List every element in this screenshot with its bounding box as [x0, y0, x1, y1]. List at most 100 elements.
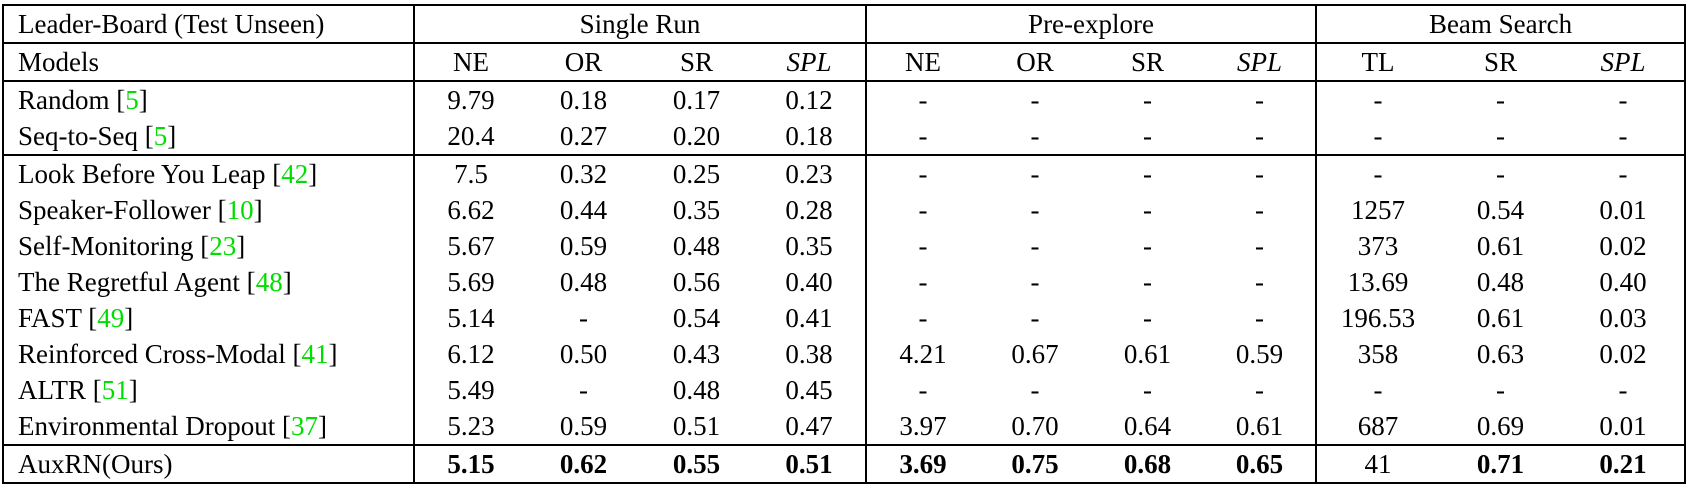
- value-cell: 0.75: [979, 444, 1092, 483]
- table-row: Environmental Dropout [37] 5.23 0.59 0.51 0.…: [3, 408, 1685, 445]
- value-cell: -: [1255, 194, 1265, 225]
- col-header-single-run-or: OR: [527, 43, 640, 82]
- value-cell: -: [1143, 120, 1153, 151]
- value-cell: 0.69: [1476, 410, 1525, 441]
- value-cell: 5.15: [413, 444, 527, 483]
- table-row: Speaker-Follower [10] 6.62 0.44 0.35 0.28 - - -…: [3, 192, 1685, 228]
- value-cell: 5.49: [413, 372, 527, 408]
- value-cell: -: [1030, 84, 1040, 115]
- value-cell: 0.64: [1123, 410, 1172, 441]
- model-cell: FAST [49]: [18, 302, 134, 333]
- value-cell: 0.02: [1599, 338, 1647, 369]
- table-header: Leader-Board (Test Unseen) Single Run Pre…: [3, 5, 1686, 82]
- value-cell: -: [1496, 120, 1506, 151]
- value-cell: 0.23: [753, 154, 867, 192]
- value-cell: 0.63: [1476, 338, 1525, 369]
- value-cell: -: [1091, 154, 1205, 192]
- model-cell: Self-Monitoring [23]: [18, 230, 246, 261]
- value-cell: 0.40: [1599, 266, 1647, 297]
- table-title: Leader-Board (Test Unseen): [3, 5, 414, 44]
- value-cell: 358: [1315, 336, 1440, 372]
- value-cell: 6.62: [413, 192, 527, 228]
- table-row: Seq-to-Seq [5] 20.4 0.27 0.20 0.18 - - - - - - -: [3, 118, 1685, 155]
- value-cell: -: [1143, 302, 1153, 333]
- citation-number: 23: [209, 230, 237, 261]
- value-cell: 0.01: [1599, 410, 1647, 441]
- value-cell: -: [1255, 84, 1265, 115]
- table-row: Random [5] 9.79 0.18 0.17 0.12 - - - - - - -: [3, 81, 1685, 118]
- value-cell: 196.53: [1315, 300, 1440, 336]
- value-cell: 0.54: [672, 302, 721, 333]
- value-cell: 5.14: [413, 300, 527, 336]
- value-cell: -: [865, 154, 980, 192]
- col-header-pre-explore-spl: SPL: [1204, 43, 1317, 82]
- value-cell: 1257: [1315, 192, 1440, 228]
- value-cell: 0.21: [1562, 444, 1686, 483]
- value-cell: 373: [1315, 228, 1440, 264]
- value-cell: 41: [1315, 444, 1440, 483]
- value-cell: 0.59: [559, 230, 608, 261]
- citation-number: 5: [153, 120, 168, 151]
- group-header-pre-explore: Pre-explore: [865, 5, 1317, 44]
- value-cell: 0.27: [559, 120, 608, 151]
- col-header-pre-explore-sr: SR: [1091, 43, 1205, 82]
- value-cell: -: [1143, 266, 1153, 297]
- value-cell: -: [1030, 266, 1040, 297]
- value-cell: 0.45: [785, 374, 833, 405]
- value-cell: -: [1315, 372, 1440, 408]
- value-cell: -: [1562, 154, 1686, 192]
- value-cell: 0.65: [1204, 444, 1317, 483]
- col-header-pre-explore-or: OR: [979, 43, 1092, 82]
- value-cell: -: [1030, 302, 1040, 333]
- table-row: FAST [49] 5.14 - 0.54 0.41 - - - - 196.53 0.61 0.03: [3, 300, 1685, 336]
- value-cell: 0.61: [1235, 410, 1284, 441]
- value-cell: -: [865, 192, 980, 228]
- value-cell: 0.61: [1476, 302, 1525, 333]
- value-cell: -: [1439, 154, 1563, 192]
- col-header-single-run-spl: SPL: [753, 43, 867, 82]
- value-cell: 0.59: [1235, 338, 1284, 369]
- value-cell: 0.71: [1439, 444, 1563, 483]
- value-cell: -: [1143, 230, 1153, 261]
- value-cell: -: [1315, 118, 1440, 155]
- value-cell: 20.4: [413, 118, 527, 155]
- col-header-beam-search-sr: SR: [1439, 43, 1563, 82]
- value-cell: 0.01: [1599, 194, 1647, 225]
- value-cell: 0.50: [559, 338, 608, 369]
- model-cell: Reinforced Cross-Modal [41]: [18, 338, 338, 369]
- value-cell: 9.79: [413, 81, 527, 118]
- value-cell: 0.48: [672, 230, 721, 261]
- value-cell: 0.44: [559, 194, 608, 225]
- value-cell: 0.47: [785, 410, 833, 441]
- value-cell: 0.35: [672, 194, 721, 225]
- value-cell: 7.5: [413, 154, 527, 192]
- value-cell: 0.02: [1599, 230, 1647, 261]
- value-cell: -: [579, 302, 588, 333]
- value-cell: -: [1496, 84, 1506, 115]
- value-cell: 5.23: [413, 408, 527, 445]
- table-row: Self-Monitoring [23] 5.67 0.59 0.48 0.35 - - - -…: [3, 228, 1685, 264]
- citation-number: 48: [255, 266, 283, 297]
- table-section-1: Random [5] 9.79 0.18 0.17 0.12- - - - - - - Seq-to-…: [3, 81, 1685, 155]
- value-cell: 0.61: [1476, 230, 1525, 261]
- value-cell: -: [1255, 230, 1265, 261]
- citation-number: 41: [301, 338, 329, 369]
- value-cell: 0.70: [1011, 410, 1059, 441]
- value-cell: 0.38: [785, 338, 833, 369]
- col-header-beam-search-spl: SPL: [1562, 43, 1686, 82]
- column-header-row: Models NE OR SR SPL NE OR SR SPL TL SR SPL: [3, 43, 1686, 82]
- table-section-2: Look Before You Leap [42] 7.5 0.32 0.25 0.23…: [3, 154, 1686, 445]
- value-cell: -: [579, 374, 588, 405]
- value-cell: 6.12: [413, 336, 527, 372]
- value-cell: 4.21: [865, 336, 980, 372]
- value-cell: -: [1618, 84, 1628, 115]
- value-cell: 0.03: [1599, 302, 1647, 333]
- value-cell: 0.62: [527, 444, 640, 483]
- value-cell: -: [865, 81, 980, 118]
- group-header-beam-search: Beam Search: [1315, 5, 1686, 44]
- value-cell: 0.51: [672, 410, 721, 441]
- col-header-single-run-ne: NE: [413, 43, 527, 82]
- value-cell: 0.54: [1476, 194, 1525, 225]
- value-cell: 0.12: [785, 84, 833, 115]
